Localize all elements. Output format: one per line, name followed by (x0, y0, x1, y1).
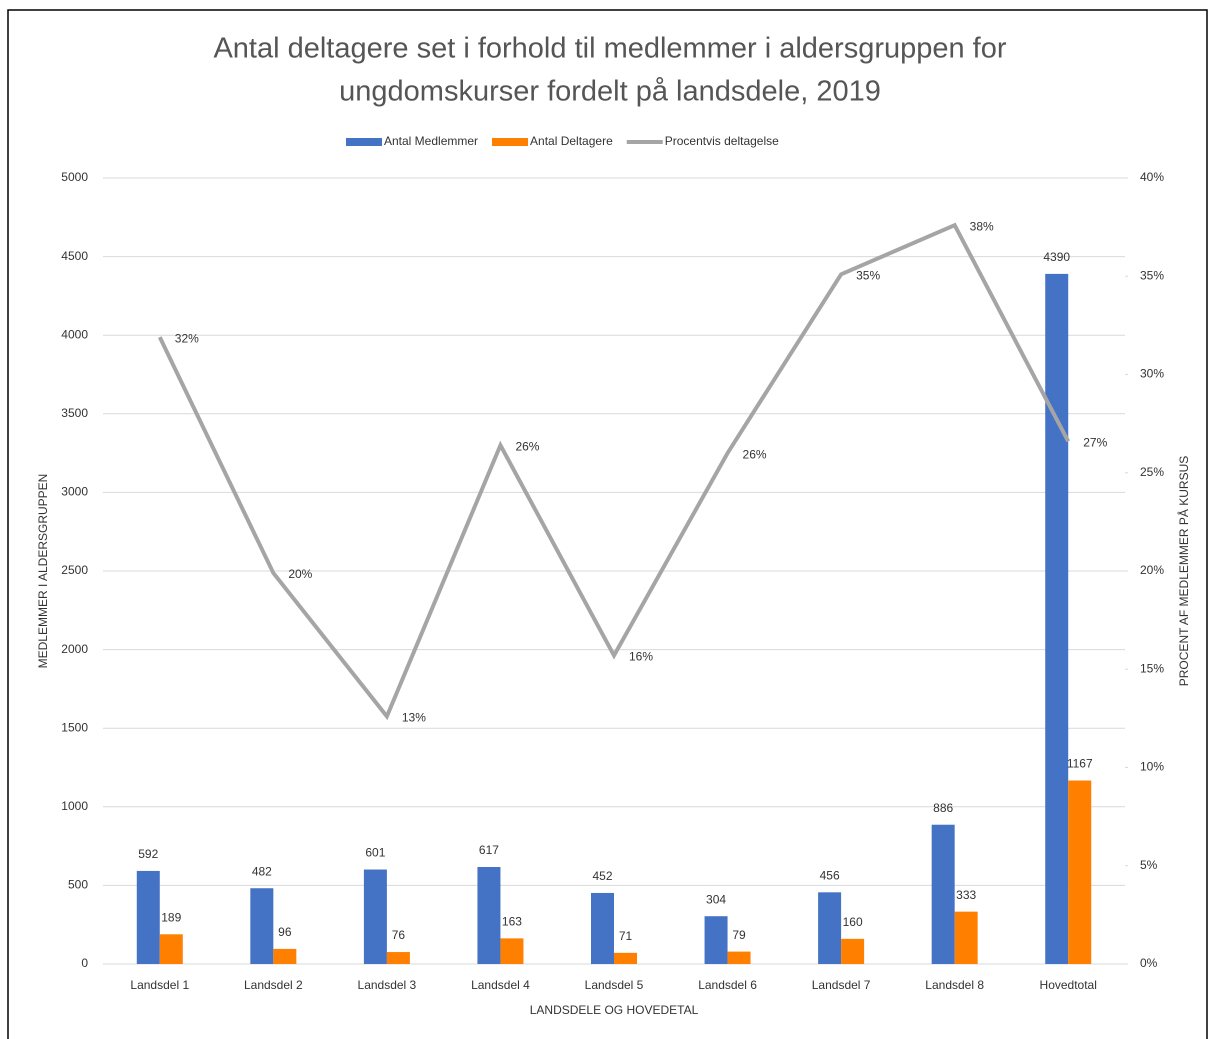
y-tick-label: 5000 (61, 170, 88, 184)
x-axis-label: LANDSDELE OG HOVEDETAL (530, 1003, 699, 1017)
data-label: 76 (392, 928, 406, 942)
y-tick-label: 1000 (61, 799, 88, 813)
data-label: 27% (1083, 435, 1107, 449)
y-tick-label: 4000 (61, 327, 88, 341)
line (157, 222, 1070, 721)
bar (841, 938, 865, 964)
x-tick-label: Landsdel 3 (358, 978, 417, 992)
y-axis-label: MEDLEMMER I ALDERSGRUPPEN (36, 474, 50, 669)
data-label: 886 (933, 801, 953, 815)
y2-tick-label: 0% (1140, 956, 1158, 970)
y2-tick-label: 20% (1140, 563, 1164, 577)
bar (250, 888, 274, 964)
bar (136, 870, 160, 964)
data-label: 79 (732, 928, 746, 942)
y-tick-label: 3000 (61, 485, 88, 499)
data-label: 452 (592, 869, 612, 883)
y-tick-label: 1500 (61, 720, 88, 734)
bar (614, 952, 637, 964)
bar (1045, 273, 1069, 965)
data-label: 304 (706, 892, 726, 906)
y2-axis-label: PROCENT AF MEDLEMMER PÅ KURSUS (1176, 456, 1191, 686)
bar (159, 934, 183, 964)
y-tick-label: 0 (81, 956, 88, 970)
data-label: 20% (288, 567, 312, 581)
y-tick-label: 2000 (61, 642, 88, 656)
data-label: 4390 (1043, 250, 1070, 264)
bar (477, 867, 501, 964)
legend-label: Procentvis deltagelse (665, 134, 779, 148)
x-tick-label: Hovedtotal (1040, 978, 1097, 992)
data-label: 35% (856, 268, 880, 282)
x-tick-label: Landsdel 4 (471, 978, 530, 992)
x-tick-label: Landsdel 1 (130, 978, 189, 992)
bar (591, 892, 614, 964)
bar (704, 916, 728, 964)
legend-swatch (492, 138, 529, 146)
y-tick-label: 4500 (61, 249, 88, 263)
legend-label: Antal Deltagere (530, 134, 613, 148)
y2-tick-label: 35% (1140, 268, 1164, 282)
y2-tick-label: 30% (1140, 367, 1164, 381)
x-tick-label: Landsdel 2 (244, 978, 303, 992)
data-label: 482 (252, 864, 272, 878)
y2-tick-label: 15% (1140, 661, 1164, 675)
bar (818, 892, 842, 964)
y2-tick-label: 10% (1140, 760, 1164, 774)
data-label: 617 (479, 843, 499, 857)
legend-label: Antal Medlemmer (384, 134, 478, 148)
data-label: 96 (278, 925, 292, 939)
bar (273, 948, 297, 964)
data-label: 26% (515, 439, 539, 453)
data-label: 189 (161, 910, 181, 924)
y-tick-label: 3500 (61, 406, 88, 420)
bar (363, 869, 387, 964)
data-label: 592 (138, 847, 158, 861)
y2-tick-label: 5% (1140, 858, 1158, 872)
y2-tick-label: 40% (1140, 170, 1164, 184)
data-label: 333 (956, 888, 976, 902)
data-label: 456 (820, 868, 840, 882)
y-tick-label: 500 (68, 878, 88, 892)
data-label: 71 (619, 929, 633, 943)
y2-tick-label: 25% (1140, 465, 1164, 479)
data-label: 32% (175, 331, 199, 345)
data-label: 16% (629, 650, 653, 664)
y-tick-label: 2500 (61, 563, 88, 577)
bar (386, 952, 410, 964)
bar (931, 824, 955, 964)
bar (954, 911, 978, 964)
x-tick-label: Landsdel 5 (585, 978, 644, 992)
chart-title: ungdomskurser fordelt på landsdele, 2019 (339, 76, 881, 108)
bar (500, 938, 524, 964)
data-label: 26% (743, 447, 767, 461)
frame (7, 9, 1208, 1039)
data-label: 13% (402, 711, 426, 725)
legend-swatch (346, 138, 382, 146)
chart-title: Antal deltagere set i forhold til medlem… (213, 33, 1006, 65)
x-tick-label: Landsdel 7 (812, 978, 871, 992)
bar (1068, 780, 1092, 964)
x-tick-label: Landsdel 6 (698, 978, 757, 992)
x-tick-label: Landsdel 8 (925, 978, 984, 992)
bar (727, 951, 751, 964)
data-label: 601 (365, 846, 385, 860)
data-label: 163 (502, 915, 522, 929)
data-label: 1167 (1067, 757, 1093, 771)
data-label: 160 (843, 915, 863, 929)
data-label: 38% (970, 219, 994, 233)
